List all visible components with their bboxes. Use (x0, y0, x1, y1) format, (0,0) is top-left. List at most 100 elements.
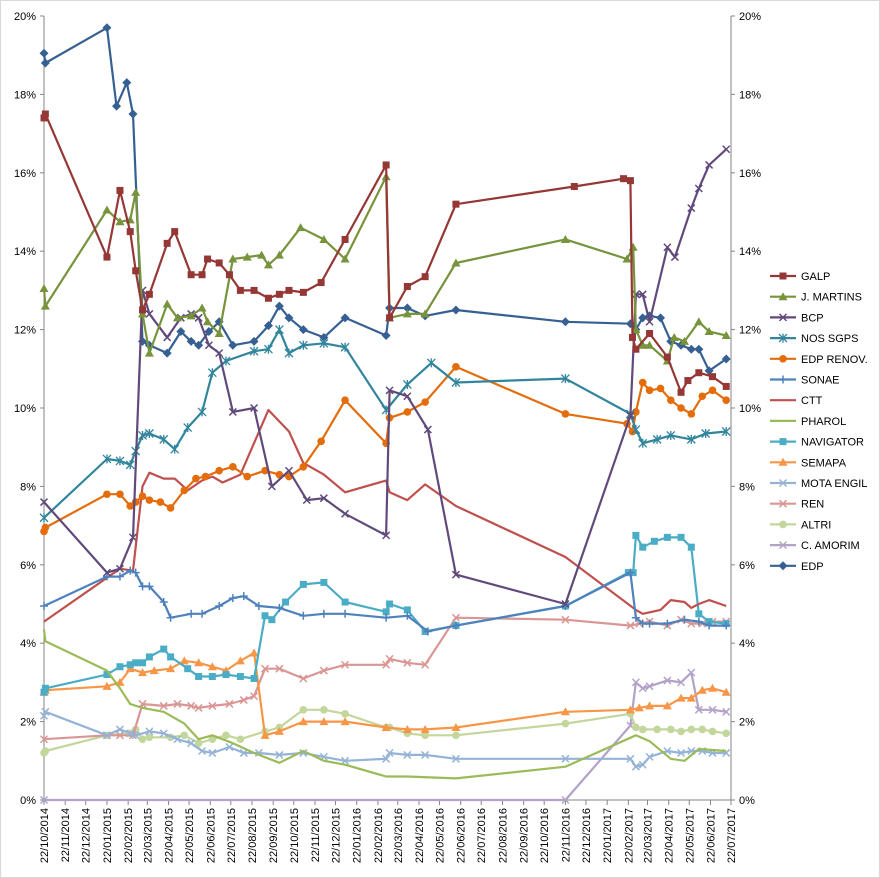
data-point (39, 498, 49, 507)
data-point (39, 795, 49, 805)
data-point (215, 259, 223, 267)
data-point (187, 701, 196, 710)
data-point (145, 582, 154, 591)
data-point (686, 693, 696, 702)
data-point (695, 369, 703, 377)
data-point (138, 430, 147, 440)
data-point (382, 613, 391, 622)
data-point (40, 601, 48, 610)
x-tick-label: 22/09/2015 (268, 808, 280, 863)
data-point (138, 492, 147, 501)
y-tick-label-right: 14% (739, 246, 761, 258)
data-point (250, 286, 258, 294)
data-point (631, 613, 640, 622)
data-point (561, 795, 570, 805)
data-point (451, 570, 460, 579)
data-point (138, 582, 147, 591)
x-tick-label: 22/05/2017 (684, 808, 696, 863)
data-point (451, 258, 461, 267)
data-point (198, 746, 207, 756)
data-point (296, 223, 306, 232)
data-point (268, 616, 276, 624)
data-point (722, 729, 731, 738)
data-point (570, 183, 578, 191)
data-point (282, 598, 290, 606)
data-point (561, 599, 570, 609)
data-point (163, 333, 172, 342)
y-tick-label: 8% (20, 481, 36, 493)
x-tick-label: 22/08/2015 (247, 808, 259, 863)
data-point (176, 327, 186, 337)
data-point (708, 705, 717, 714)
data-point (670, 253, 679, 262)
data-point (341, 396, 349, 404)
data-point (167, 653, 175, 661)
x-tick-label: 22/03/2017 (643, 808, 655, 863)
data-point (631, 325, 641, 334)
legend-marker (778, 541, 788, 550)
data-point (694, 344, 704, 354)
data-point (239, 748, 248, 757)
data-point (156, 498, 165, 506)
data-point (166, 504, 175, 512)
data-point (650, 537, 658, 545)
y-tick-label-right: 10% (739, 403, 761, 415)
data-point (382, 161, 390, 169)
data-point (452, 363, 460, 371)
data-point (560, 317, 570, 327)
y-tick-label-right: 16% (739, 168, 761, 180)
data-point (561, 719, 570, 728)
data-point (381, 722, 391, 731)
data-point (645, 752, 654, 761)
data-point (197, 303, 207, 312)
data-point (222, 671, 230, 679)
data-point (721, 427, 731, 437)
data-point (451, 621, 460, 630)
y-tick-label: 18% (14, 89, 36, 101)
data-point (721, 687, 731, 696)
series-13 (39, 668, 731, 805)
data-point (626, 621, 635, 630)
data-point (663, 243, 672, 252)
series-14 (39, 23, 731, 376)
data-point (645, 682, 654, 691)
data-point (215, 466, 223, 475)
data-point (203, 317, 213, 326)
data-point (320, 706, 328, 714)
data-point (138, 668, 148, 677)
data-point (187, 739, 196, 748)
data-point (340, 313, 350, 323)
data-point (687, 543, 695, 551)
legend-item: REN (770, 499, 824, 511)
data-point (254, 601, 263, 610)
y-tick-label-right: 4% (739, 638, 755, 650)
data-point (451, 754, 460, 763)
data-point (709, 373, 717, 381)
y-tick-label-right: 18% (739, 89, 761, 101)
data-point (284, 466, 293, 475)
data-point (632, 531, 640, 539)
data-point (698, 392, 707, 401)
data-point (180, 731, 189, 740)
data-point (198, 609, 207, 618)
x-tick-label: 22/04/2016 (414, 808, 426, 863)
data-point (646, 330, 654, 338)
data-point (561, 754, 570, 763)
data-point (159, 701, 168, 710)
data-point (638, 619, 647, 628)
data-point (663, 533, 671, 541)
legend-item: EDP (770, 561, 824, 573)
data-point (115, 572, 124, 581)
data-point (420, 309, 430, 318)
x-tick-label: 22/12/2015 (330, 808, 342, 863)
data-point (162, 348, 172, 358)
data-point (645, 317, 654, 326)
data-point (663, 676, 672, 685)
data-point (194, 703, 203, 712)
data-point (145, 496, 154, 504)
data-point (722, 396, 731, 404)
series-line (44, 671, 727, 802)
data-point (299, 674, 308, 683)
data-point (263, 344, 273, 354)
data-point (173, 735, 182, 744)
